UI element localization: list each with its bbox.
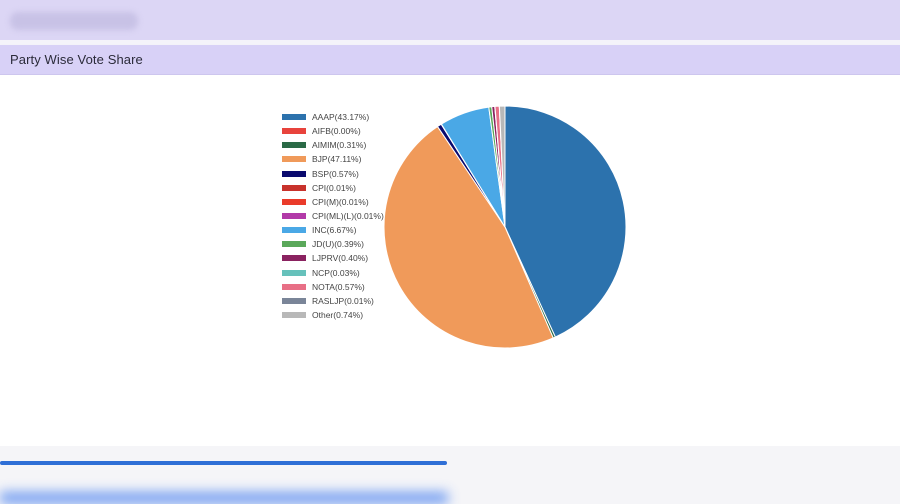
blurred-header-text	[10, 12, 138, 30]
card-title: Party Wise Vote Share	[10, 52, 143, 67]
pie-chart	[383, 105, 627, 349]
legend-item[interactable]: NCP(0.03%)	[282, 266, 392, 280]
legend-swatch	[282, 241, 306, 248]
bottom-tab-indicator	[0, 461, 447, 465]
legend-swatch	[282, 184, 306, 191]
legend-item[interactable]: BJP(47.11%)	[282, 152, 392, 166]
legend-label: NOTA(0.57%)	[312, 281, 365, 292]
legend-label: CPI(M)(0.01%)	[312, 196, 369, 207]
legend-label: RASLJP(0.01%)	[312, 295, 374, 306]
legend-item[interactable]: RASLJP(0.01%)	[282, 294, 392, 308]
legend-swatch	[282, 128, 306, 135]
legend-swatch	[282, 114, 306, 121]
legend-swatch	[282, 142, 306, 149]
legend-label: BJP(47.11%)	[312, 154, 362, 165]
legend-swatch	[282, 213, 306, 220]
legend-item[interactable]: CPI(M)(0.01%)	[282, 195, 392, 209]
card-header: Party Wise Vote Share	[0, 45, 900, 75]
legend-label: NCP(0.03%)	[312, 267, 360, 278]
chart-legend: AAAP(43.17%) AIFB(0.00%) AIMIM(0.31%) BJP(4…	[282, 110, 392, 322]
legend-item[interactable]: CPI(0.01%)	[282, 181, 392, 195]
legend-swatch	[282, 283, 306, 290]
legend-label: CPI(ML)(L)(0.01%)	[312, 211, 384, 222]
legend-item[interactable]: BSP(0.57%)	[282, 167, 392, 181]
legend-swatch	[282, 156, 306, 163]
legend-swatch	[282, 297, 306, 304]
legend-item[interactable]: AIFB(0.00%)	[282, 124, 392, 138]
legend-swatch	[282, 269, 306, 276]
legend-label: CPI(0.01%)	[312, 182, 356, 193]
pie-slice-bjp[interactable]	[383, 125, 554, 349]
legend-swatch	[282, 312, 306, 319]
legend-label: AIMIM(0.31%)	[312, 140, 367, 151]
legend-item[interactable]: LJPRV(0.40%)	[282, 251, 392, 265]
legend-swatch	[282, 227, 306, 234]
pie-slice-other[interactable]	[498, 105, 506, 228]
legend-label: LJPRV(0.40%)	[312, 253, 369, 264]
legend-label: INC(6.67%)	[312, 225, 357, 236]
legend-swatch	[282, 255, 306, 262]
pie-slice-aaap[interactable]	[504, 105, 627, 338]
legend-item[interactable]: CPI(ML)(L)(0.01%)	[282, 209, 392, 223]
legend-label: BSP(0.57%)	[312, 168, 359, 179]
legend-item[interactable]: AIMIM(0.31%)	[282, 138, 392, 152]
bottom-area	[0, 446, 900, 504]
legend-item[interactable]: INC(6.67%)	[282, 223, 392, 237]
spacer	[0, 40, 900, 45]
legend-item[interactable]: Other(0.74%)	[282, 308, 392, 322]
legend-label: JD(U)(0.39%)	[312, 239, 364, 250]
legend-item[interactable]: NOTA(0.57%)	[282, 280, 392, 294]
blurred-bottom-element	[0, 492, 448, 504]
legend-swatch	[282, 198, 306, 205]
legend-item[interactable]: AAAP(43.17%)	[282, 110, 392, 124]
legend-swatch	[282, 170, 306, 177]
legend-label: Other(0.74%)	[312, 310, 364, 321]
legend-label: AIFB(0.00%)	[312, 126, 361, 137]
legend-label: AAAP(43.17%)	[312, 112, 370, 123]
legend-item[interactable]: JD(U)(0.39%)	[282, 237, 392, 251]
top-bar	[0, 0, 900, 40]
